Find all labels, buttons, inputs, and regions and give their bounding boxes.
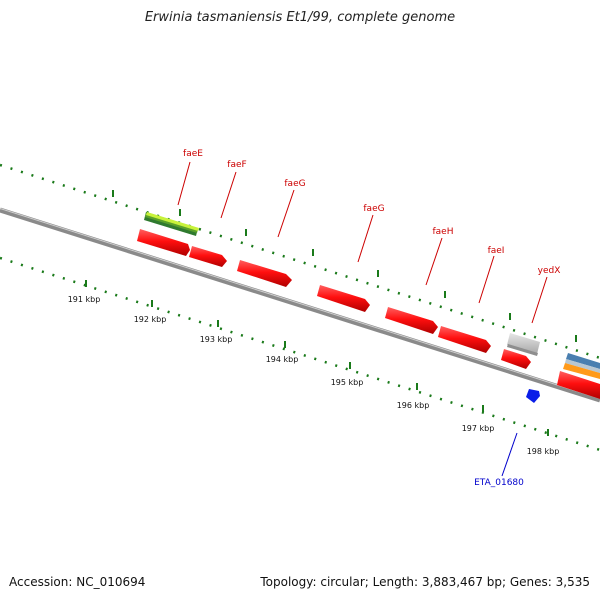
gene-label-faeE[interactable]: faeE	[183, 149, 203, 159]
gene-label-faeG-1[interactable]: faeG	[284, 179, 305, 189]
cds-arrow-faeF[interactable]	[189, 246, 227, 267]
gene-label-faeI[interactable]: faeI	[488, 246, 505, 256]
scale-label-194: 194 kbp	[266, 355, 299, 364]
scale-label-191: 191 kbp	[68, 295, 101, 304]
backbone-highlight	[0, 208, 600, 399]
grey-gene-body	[507, 333, 540, 354]
gene-label-faeG-2[interactable]: faeG	[363, 204, 384, 214]
gene-label-pointers	[177, 161, 548, 477]
light-gene-band	[565, 359, 600, 373]
cds-arrow-small[interactable]	[501, 349, 531, 369]
scale-label-193: 193 kbp	[200, 335, 233, 344]
pointer-faeI	[478, 255, 495, 304]
pointer-faeE	[177, 161, 191, 206]
major-ticks	[85, 190, 577, 436]
cds-arrow-edge[interactable]	[557, 371, 600, 399]
cds-arrow-faeG-1[interactable]	[237, 260, 292, 287]
edge-gene-stack[interactable]	[563, 353, 600, 379]
gene-label-ETA_01680[interactable]: ETA_01680	[474, 478, 524, 488]
scale-label-196: 196 kbp	[397, 401, 430, 410]
pointer-ETA_01680	[501, 432, 518, 477]
scale-label-192: 192 kbp	[134, 315, 167, 324]
pointer-faeF	[220, 171, 237, 219]
genome-summary-text: Topology: circular; Length: 3,883,467 bp…	[260, 575, 590, 589]
grey-gene-feature[interactable]	[507, 333, 540, 356]
cds-arrow-faeE[interactable]	[137, 229, 190, 256]
scale-label-198: 198 kbp	[527, 447, 560, 456]
orange-gene-band	[563, 363, 600, 379]
scale-label-195: 195 kbp	[331, 378, 364, 387]
gene-labels: faeE faeF faeG faeG faeH faeI yedX ETA_0…	[183, 149, 560, 488]
pointer-faeH	[425, 237, 443, 286]
cds-arrow-faeG-2[interactable]	[317, 285, 370, 312]
cds-arrow-faeI[interactable]	[438, 326, 491, 353]
cds-features	[137, 229, 600, 399]
pointer-faeG-1	[277, 189, 295, 238]
blue-gene-band	[566, 353, 600, 369]
pointer-faeG-2	[357, 214, 374, 263]
genome-backbone	[0, 207, 600, 403]
cds-arrow-faeH[interactable]	[385, 307, 438, 334]
gene-label-yedX[interactable]: yedX	[538, 266, 561, 276]
backbone-line	[0, 207, 600, 403]
grey-gene-shadow	[507, 344, 538, 356]
map-title: Erwinia tasmaniensis Et1/99, complete ge…	[144, 10, 456, 25]
scale-labels: 191 kbp 192 kbp 193 kbp 194 kbp 195 kbp …	[68, 295, 560, 456]
scale-label-197: 197 kbp	[462, 424, 495, 433]
gene-label-faeF[interactable]: faeF	[227, 160, 246, 170]
green-gene-top	[146, 212, 199, 231]
pointer-yedX	[531, 276, 548, 324]
green-gene-feature[interactable]	[144, 212, 199, 236]
blue-feature-ETA_01680[interactable]	[526, 389, 540, 403]
outer-tick-line	[0, 163, 600, 360]
accession-text: Accession: NC_010694	[9, 575, 146, 589]
gene-label-faeH[interactable]: faeH	[433, 227, 454, 237]
